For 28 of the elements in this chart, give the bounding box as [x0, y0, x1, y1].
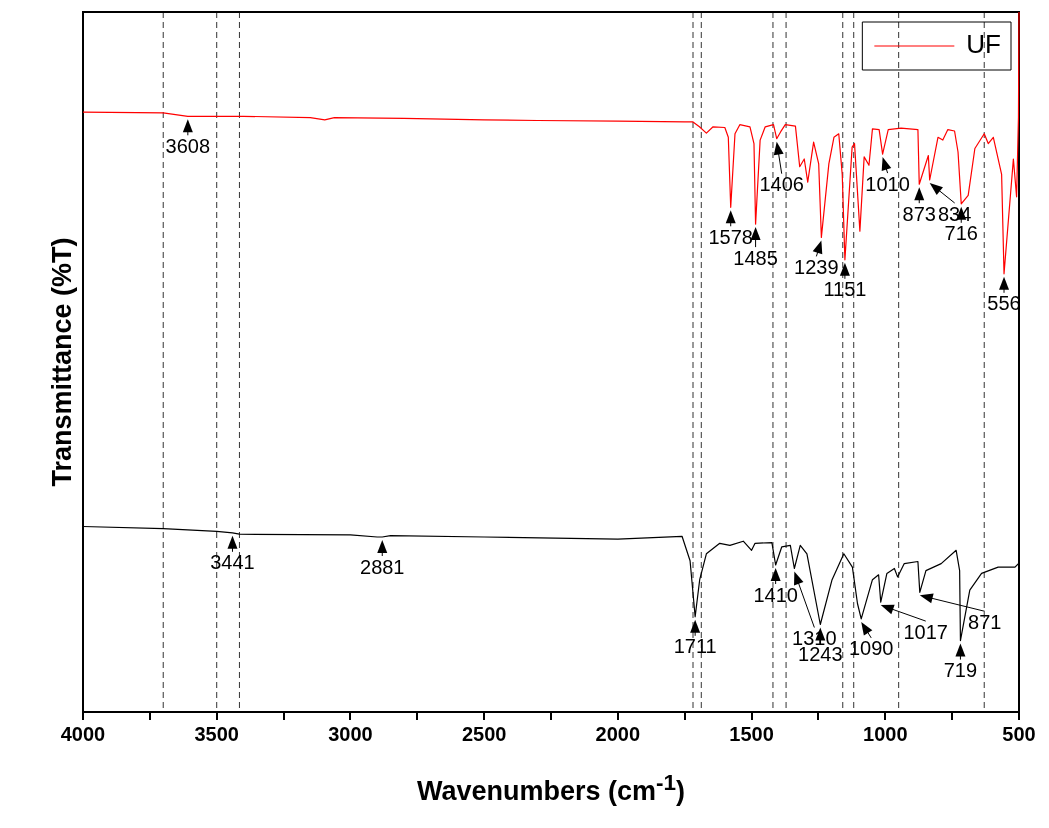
annotation: 1017 [903, 620, 948, 643]
annotation: 1010 [865, 172, 910, 195]
annotation: 3441 [210, 551, 255, 574]
x-tick-label: 2500 [461, 722, 507, 745]
annotation: 1151 [823, 278, 867, 301]
annotation: 719 [943, 659, 978, 682]
x-tick-label: 3500 [194, 722, 239, 745]
x-axis-title: Wavenumbers (cm$^{-1}$) [415, 770, 687, 807]
annotation: 1410 [753, 583, 798, 606]
annotation: 871 [968, 610, 1002, 633]
x-tick-label: 500 [1002, 722, 1036, 745]
x-tick-label: 2000 [595, 722, 641, 745]
x-tick-label: 3000 [328, 722, 373, 745]
annotation: 1406 [759, 173, 804, 196]
annotation: 2881 [360, 555, 405, 578]
annotation: 1090 [848, 637, 894, 660]
annotation: 1711 [673, 635, 717, 658]
annotation: 1578 [708, 225, 753, 248]
annotation: 1239 [794, 255, 839, 278]
x-tick-label: 4000 [60, 722, 106, 745]
legend-label: UF [966, 29, 1002, 60]
x-tick-label: 1500 [729, 722, 774, 745]
x-tick-label: 1000 [863, 722, 908, 745]
annotation: 873 [902, 202, 936, 225]
annotation: 3608 [165, 134, 211, 157]
annotation: 1485 [733, 246, 778, 269]
annotation: 716 [944, 222, 978, 245]
y-axis-title: Transmittance (%T) [46, 237, 77, 487]
